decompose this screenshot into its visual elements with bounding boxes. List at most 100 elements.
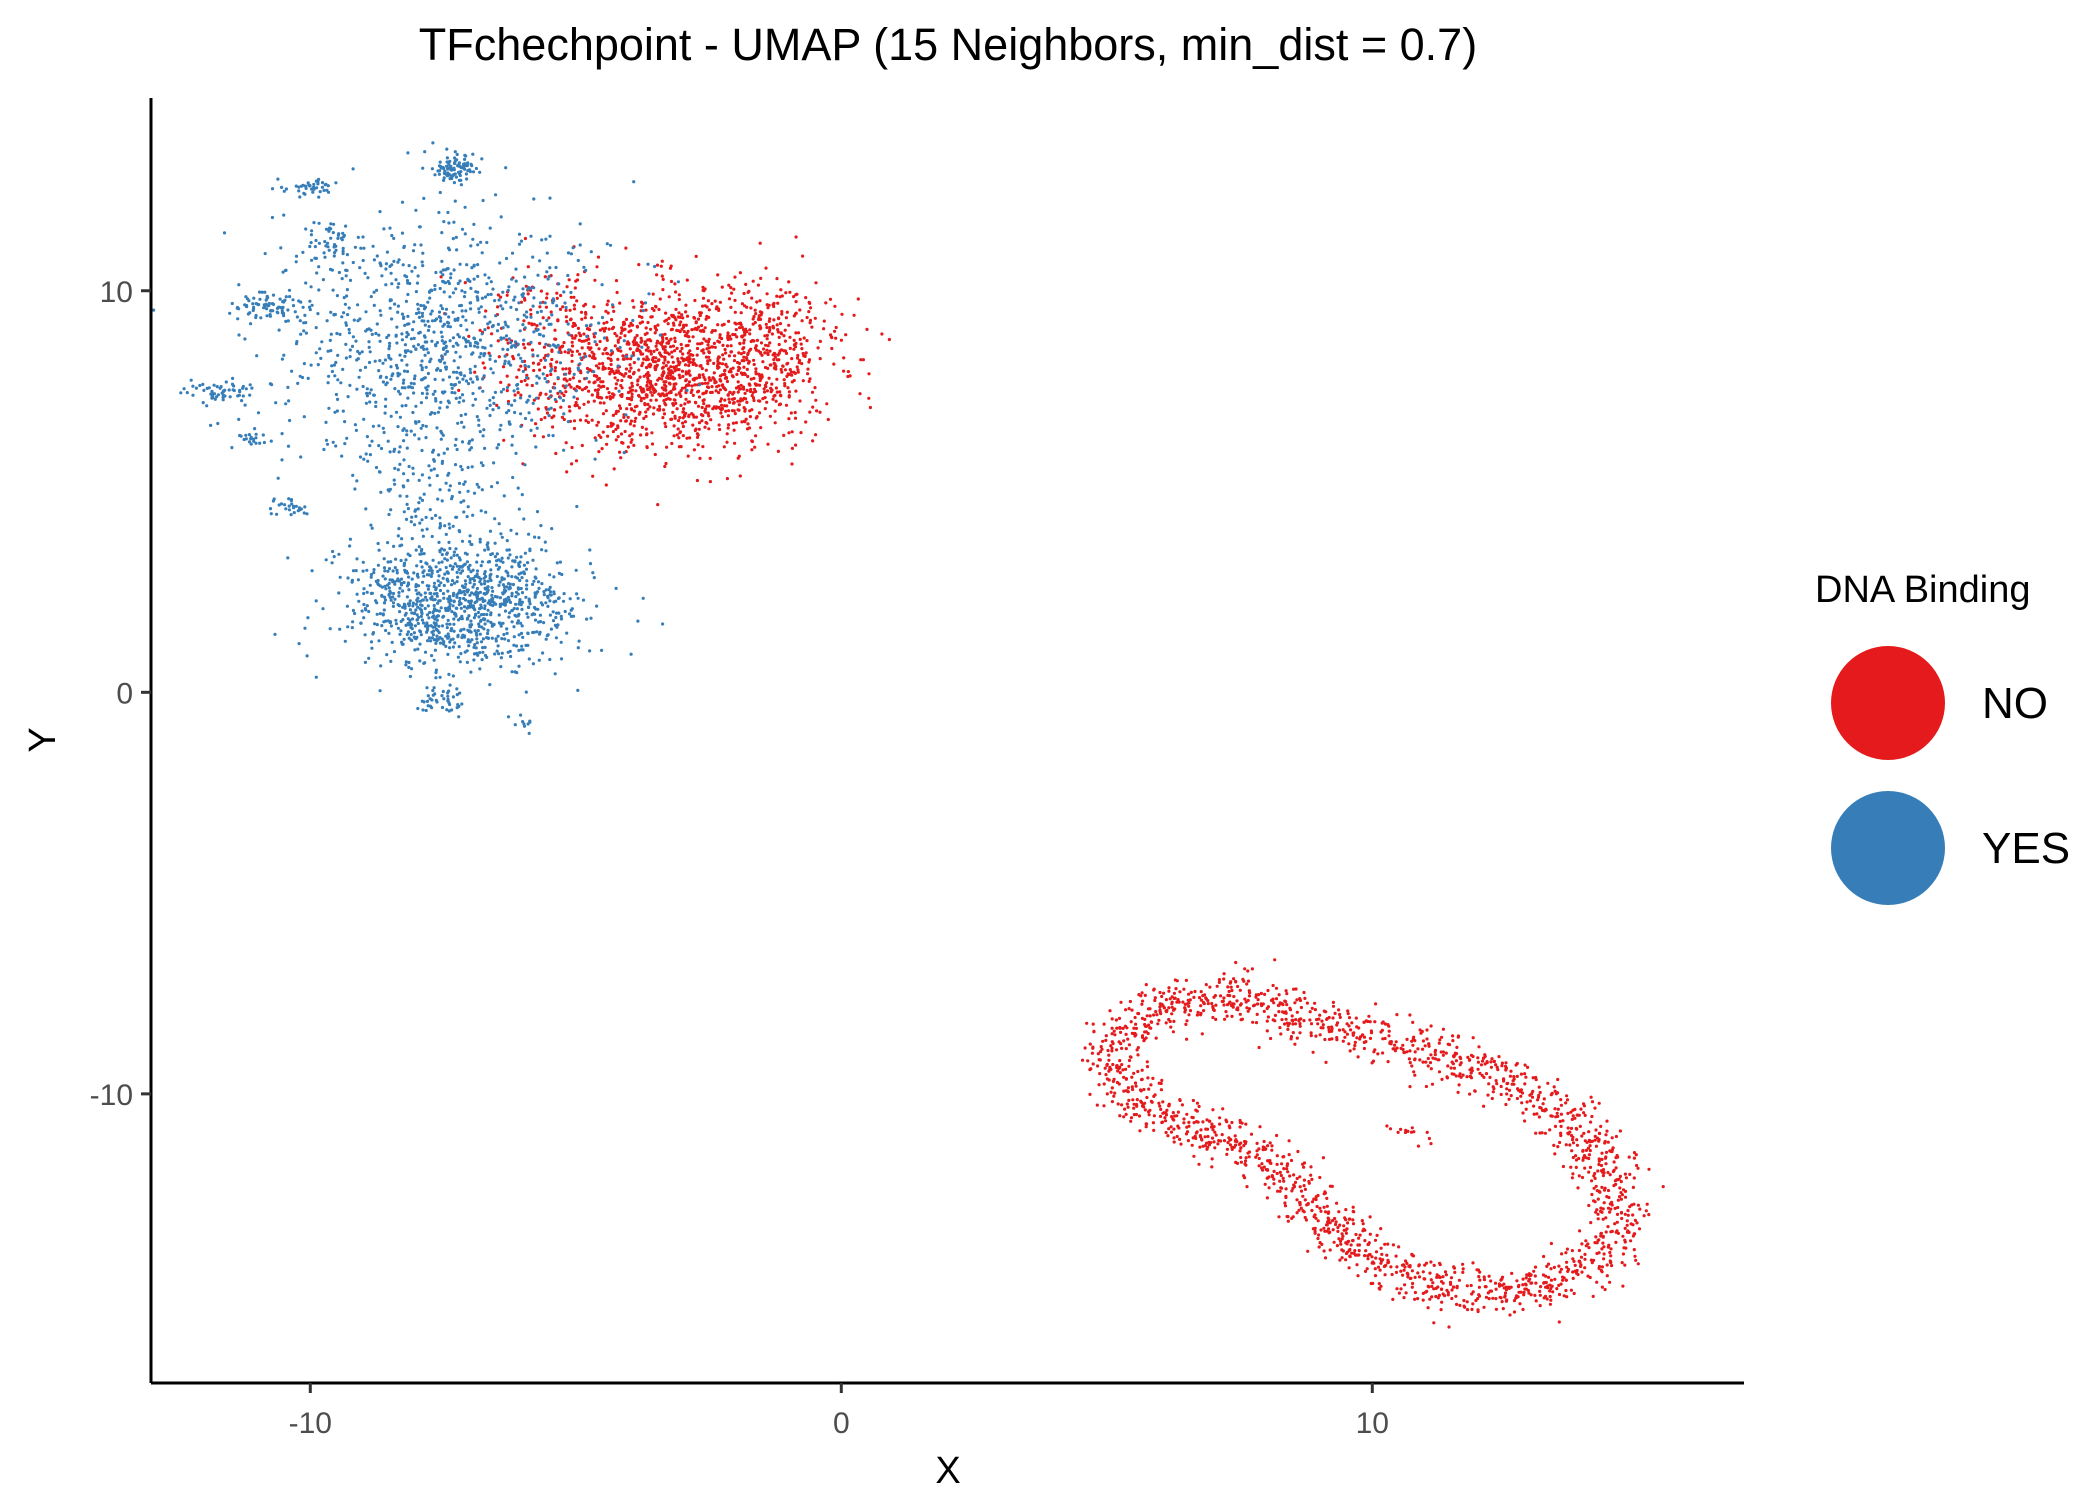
data-point <box>643 340 647 344</box>
data-point <box>1399 1127 1403 1131</box>
data-point <box>619 331 623 335</box>
data-point <box>501 290 505 294</box>
data-point <box>1126 1037 1130 1041</box>
data-point <box>255 354 259 358</box>
data-point <box>433 389 437 393</box>
data-point <box>439 270 443 274</box>
data-point <box>1172 991 1176 995</box>
data-point <box>1647 1167 1651 1171</box>
data-point <box>397 591 401 595</box>
data-point <box>1347 1016 1352 1020</box>
data-point <box>1408 1049 1412 1053</box>
data-point <box>495 329 500 333</box>
data-point <box>534 422 538 426</box>
data-point <box>1196 1120 1200 1124</box>
data-point <box>715 305 719 309</box>
data-point <box>792 347 796 351</box>
data-point <box>1348 1217 1352 1221</box>
data-point <box>663 345 667 349</box>
data-point <box>1391 1297 1395 1301</box>
data-point <box>717 308 721 312</box>
data-point <box>711 329 715 333</box>
data-point <box>312 221 316 225</box>
data-point <box>566 420 571 424</box>
data-point <box>1110 1017 1114 1021</box>
data-point <box>531 255 535 259</box>
data-point <box>395 325 399 329</box>
data-point <box>354 339 358 343</box>
data-point <box>237 417 241 421</box>
data-point <box>472 222 476 226</box>
data-point <box>1213 1130 1217 1134</box>
data-point <box>1245 982 1249 986</box>
data-point <box>818 410 822 414</box>
data-point <box>1523 1063 1527 1067</box>
data-point <box>331 288 335 292</box>
data-point <box>735 335 739 339</box>
data-point <box>384 283 388 287</box>
data-point <box>1302 1019 1306 1023</box>
data-point <box>516 317 520 321</box>
data-point <box>1136 1069 1140 1074</box>
data-point <box>1494 1307 1498 1311</box>
data-point <box>1544 1274 1548 1278</box>
data-point <box>522 319 526 323</box>
data-point <box>834 336 838 340</box>
data-point <box>624 317 629 321</box>
data-point <box>1344 1231 1348 1235</box>
data-point <box>614 382 619 386</box>
data-point <box>622 339 626 343</box>
data-point <box>640 315 644 319</box>
data-point <box>460 289 464 293</box>
data-point <box>448 295 452 299</box>
data-point <box>1556 1145 1560 1149</box>
data-point <box>1154 1036 1158 1040</box>
data-point <box>737 321 741 326</box>
data-point <box>1636 1166 1640 1170</box>
data-point <box>1413 1275 1417 1279</box>
data-point <box>1351 1218 1355 1222</box>
data-point <box>1582 1111 1586 1115</box>
data-point <box>600 315 605 320</box>
data-point <box>448 339 452 343</box>
data-point <box>401 381 405 385</box>
data-point <box>1606 1140 1610 1144</box>
data-point <box>475 415 479 419</box>
data-point <box>453 317 457 321</box>
data-point <box>1178 990 1182 994</box>
data-point <box>1439 1050 1443 1054</box>
data-point <box>694 326 698 330</box>
data-point <box>1604 1150 1609 1154</box>
data-point <box>396 425 400 429</box>
data-point <box>439 400 443 404</box>
data-point <box>403 354 407 358</box>
data-point <box>633 419 637 423</box>
data-point <box>1570 1117 1574 1121</box>
data-point <box>453 382 458 387</box>
data-point <box>1565 1260 1569 1264</box>
data-point <box>1600 1157 1604 1161</box>
data-point <box>1152 988 1156 992</box>
data-point <box>507 337 511 341</box>
data-point <box>1187 1124 1191 1128</box>
data-point <box>1548 1128 1552 1132</box>
data-point <box>1118 1114 1122 1118</box>
data-point <box>1607 1195 1611 1200</box>
data-point <box>764 343 768 347</box>
data-point <box>1529 1293 1533 1297</box>
data-point <box>644 308 648 312</box>
data-point <box>1222 1003 1226 1007</box>
data-point <box>523 346 527 350</box>
data-point <box>447 401 451 405</box>
data-point <box>650 358 655 362</box>
data-point <box>1154 1010 1158 1014</box>
data-point <box>1116 1102 1120 1106</box>
data-point <box>620 329 624 333</box>
data-point <box>1293 1180 1298 1184</box>
data-point <box>1471 1036 1475 1040</box>
data-point <box>419 363 423 367</box>
data-point <box>1226 1141 1230 1145</box>
data-point <box>614 279 619 283</box>
data-point <box>549 362 553 366</box>
